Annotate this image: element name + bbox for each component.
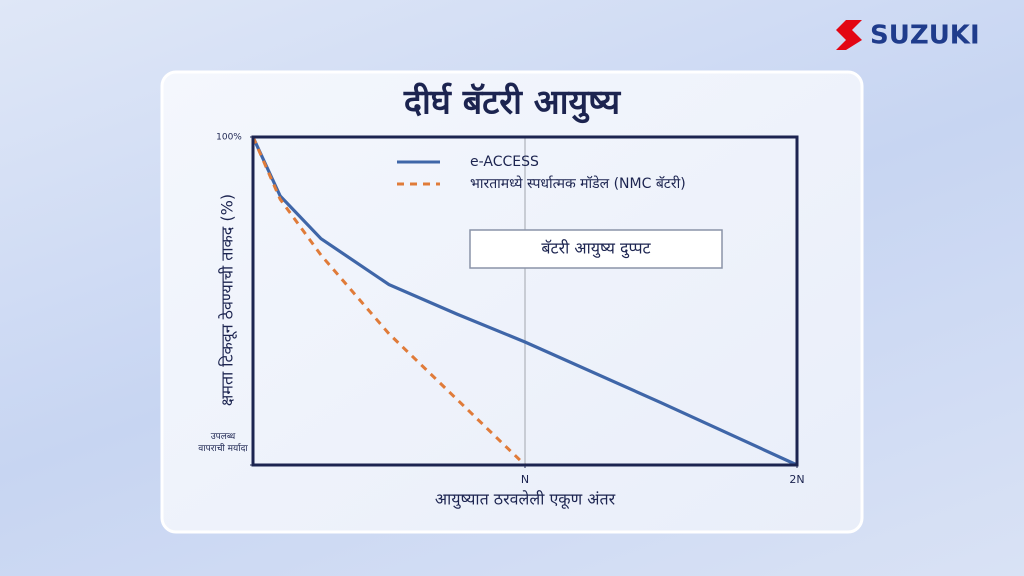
plot: N 2N उपलब्ध वापराची मर्यादा 100% बॅटरी आयुष्… [198,133,804,487]
series-line [251,136,798,467]
y-tick-label: 100% [216,133,242,143]
series-line [251,136,527,467]
legend-label: भारतामध्ये स्पर्धात्मक मॉडेल (NMC बॅटरी) [470,175,686,192]
x-tick-label: 2N [789,473,804,486]
y-tick-label: उपलब्ध वापराची मर्यादा [198,432,248,454]
plot-frame [251,135,799,467]
chart-title: दीर्घ बॅटरी आयुष्य [403,82,621,124]
brand-name: SUZUKI [870,21,980,51]
brand-logo: SUZUKI [836,20,980,51]
annotation-box [469,229,723,269]
x-tick-label: N [521,473,529,486]
annotation: बॅटरी आयुष्य दुप्पट [541,239,651,259]
card [160,70,864,534]
legend-label: e-ACCESS [470,154,539,170]
y-tick-label-box: उपलब्ध वापराची मर्यादा [198,432,248,454]
x-axis-label: आयुष्यात ठरवलेली एकूण अंतर [435,490,616,510]
y-axis-label: क्षमता टिकवून ठेवण्याची ताकद (%) [218,194,238,406]
